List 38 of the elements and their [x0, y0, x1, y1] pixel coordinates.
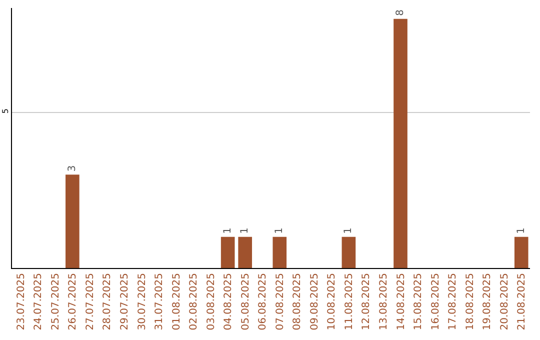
x-tick-label: 26.07.2025 [68, 273, 79, 330]
x-tick-label: 06.08.2025 [258, 273, 269, 330]
x-tick-label: 29.07.2025 [119, 273, 130, 330]
x-tick-label: 24.07.2025 [33, 273, 44, 330]
data-label: 1 [222, 227, 234, 234]
x-tick-label: 31.07.2025 [154, 273, 166, 330]
data-label: 1 [343, 227, 354, 234]
y-tick-label: 5 [0, 108, 10, 114]
data-label: 1 [240, 227, 251, 234]
x-tick-label: 28.07.2025 [102, 273, 114, 330]
x-tick-label: 02.08.2025 [188, 273, 200, 330]
x-tick-label: 13.08.2025 [378, 273, 390, 330]
data-label: 1 [516, 227, 527, 234]
x-tick-label: 04.08.2025 [223, 273, 234, 330]
x-tick-label: 15.08.2025 [413, 273, 424, 330]
x-tick-label: 10.08.2025 [326, 273, 338, 330]
x-tick-label: 17.08.2025 [448, 273, 459, 330]
data-label: 1 [274, 227, 286, 234]
x-tick-label: 16.08.2025 [430, 273, 442, 330]
x-tick-label: 05.08.2025 [240, 273, 252, 330]
x-tick-label: 30.07.2025 [136, 273, 148, 330]
x-tick-label: 25.07.2025 [50, 273, 62, 330]
x-tick-label: 08.08.2025 [292, 273, 304, 330]
x-tick-label: 11.08.2025 [344, 273, 355, 330]
x-tick-label: 07.08.2025 [274, 273, 286, 330]
x-tick-label: 03.08.2025 [206, 273, 217, 330]
x-tick-label: 14.08.2025 [396, 273, 407, 330]
x-tick-label: 18.08.2025 [464, 273, 476, 330]
x-tick-label: 23.07.2025 [16, 273, 27, 330]
x-tick-label: 12.08.2025 [361, 273, 372, 330]
x-tick-label: 20.08.2025 [499, 273, 510, 330]
x-tick-label: 27.07.2025 [84, 273, 96, 330]
data-label: 8 [395, 10, 406, 16]
x-tick-label: 21.08.2025 [516, 273, 528, 330]
data-label: 3 [66, 165, 78, 172]
x-tick-label: 01.08.2025 [171, 273, 182, 330]
x-tick-label: 19.08.2025 [482, 273, 494, 330]
x-tick-label: 09.08.2025 [309, 273, 320, 330]
